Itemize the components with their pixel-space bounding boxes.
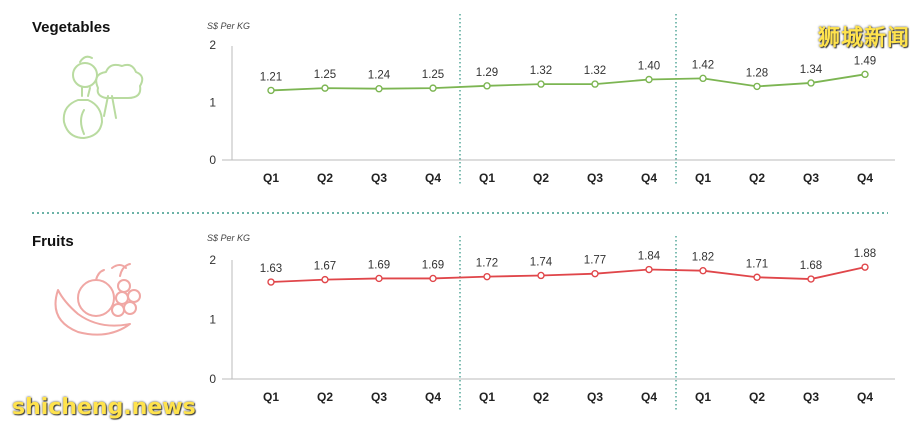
data-label: 1.42 bbox=[692, 59, 714, 71]
series-line bbox=[270, 266, 866, 283]
data-label: 1.71 bbox=[746, 258, 768, 270]
data-point bbox=[375, 274, 383, 283]
data-point bbox=[321, 84, 329, 92]
data-label: 1.21 bbox=[260, 71, 282, 83]
data-label: 1.49 bbox=[854, 55, 876, 67]
data-point bbox=[753, 82, 761, 91]
data-point bbox=[429, 84, 437, 92]
data-label: 1.74 bbox=[530, 256, 553, 268]
data-point bbox=[591, 269, 599, 278]
x-tick-label: Q3 bbox=[587, 390, 603, 404]
watermark-english: shicheng.news bbox=[12, 395, 196, 420]
y-tick-label: 1 bbox=[209, 313, 216, 327]
vegetables-icon bbox=[62, 55, 144, 139]
x-tick-label: Q1 bbox=[263, 171, 279, 185]
x-tick-label: Q1 bbox=[479, 171, 495, 185]
data-label: 1.25 bbox=[422, 69, 444, 81]
fruits-icon bbox=[54, 263, 141, 336]
data-label: 1.68 bbox=[800, 260, 822, 272]
x-tick-label: Q2 bbox=[749, 390, 765, 404]
x-tick-label: Q1 bbox=[695, 171, 711, 185]
data-point bbox=[861, 70, 869, 79]
data-point bbox=[537, 271, 545, 280]
data-label: 1.77 bbox=[584, 255, 606, 267]
y-tick-label: 0 bbox=[209, 372, 216, 386]
data-point bbox=[483, 272, 491, 281]
data-point bbox=[699, 267, 707, 275]
data-point bbox=[429, 274, 437, 283]
data-label: 1.67 bbox=[314, 261, 336, 273]
data-point bbox=[483, 82, 491, 90]
data-point bbox=[861, 263, 869, 271]
data-point bbox=[645, 75, 653, 84]
y-tick-label: 0 bbox=[209, 153, 216, 167]
data-label: 1.84 bbox=[638, 251, 661, 263]
data-point bbox=[807, 275, 815, 283]
data-label: 1.40 bbox=[638, 61, 660, 73]
x-tick-label: Q2 bbox=[749, 171, 765, 185]
data-point bbox=[753, 273, 761, 281]
x-tick-label: Q3 bbox=[587, 171, 603, 185]
series-line bbox=[270, 73, 866, 92]
x-tick-label: Q3 bbox=[803, 171, 819, 185]
x-tick-label: Q3 bbox=[803, 390, 819, 404]
data-label: 1.28 bbox=[746, 67, 768, 79]
data-label: 1.25 bbox=[314, 69, 336, 81]
x-tick-label: Q2 bbox=[317, 171, 333, 185]
x-tick-label: Q1 bbox=[695, 390, 711, 404]
fruits-title: Fruits bbox=[32, 233, 74, 250]
data-label: 1.82 bbox=[692, 252, 714, 264]
x-tick-label: Q3 bbox=[371, 390, 387, 404]
data-point bbox=[537, 80, 545, 88]
chart-0: S$ Per KG 0 1 2 Q1 Q2 Q3 Q4 Q1 Q2 Q3 Q4 Q1 Q2 Q3 Q4 1.21… bbox=[207, 14, 895, 186]
data-point bbox=[267, 86, 275, 95]
data-point bbox=[375, 84, 383, 93]
x-tick-label: Q4 bbox=[857, 390, 873, 404]
x-tick-label: Q1 bbox=[479, 390, 495, 404]
y-tick-label: 1 bbox=[209, 96, 216, 110]
data-label: 1.32 bbox=[530, 65, 552, 77]
data-point bbox=[321, 275, 329, 284]
y-tick-label: 2 bbox=[209, 253, 216, 267]
data-label: 1.63 bbox=[260, 263, 282, 275]
vegetables-title: Vegetables bbox=[32, 19, 111, 36]
x-tick-label: Q4 bbox=[857, 171, 873, 185]
data-label: 1.88 bbox=[854, 248, 876, 260]
x-tick-label: Q3 bbox=[371, 171, 387, 185]
data-label: 1.69 bbox=[368, 259, 390, 271]
data-point bbox=[267, 278, 275, 286]
data-point bbox=[699, 74, 707, 83]
data-label: 1.32 bbox=[584, 65, 606, 77]
x-tick-label: Q4 bbox=[425, 171, 441, 185]
data-label: 1.34 bbox=[800, 64, 823, 76]
data-point bbox=[807, 79, 815, 87]
data-label: 1.29 bbox=[476, 67, 498, 79]
chart-1: S$ Per KG 0 1 2 Q1 Q2 Q3 Q4 Q1 Q2 Q3 Q4 Q1 Q2 Q3 Q4 1.63… bbox=[207, 233, 895, 410]
watermark-chinese: 狮城新闻 bbox=[817, 26, 910, 51]
data-point bbox=[591, 80, 599, 88]
data-label: 1.72 bbox=[476, 258, 498, 270]
data-label: 1.69 bbox=[422, 259, 444, 271]
x-tick-label: Q4 bbox=[425, 390, 441, 404]
y-axis-label: S$ Per KG bbox=[207, 21, 250, 31]
x-tick-label: Q2 bbox=[533, 390, 549, 404]
y-tick-label: 2 bbox=[209, 38, 216, 52]
x-tick-label: Q4 bbox=[641, 171, 657, 185]
x-tick-label: Q4 bbox=[641, 390, 657, 404]
data-label: 1.24 bbox=[368, 70, 391, 82]
x-tick-label: Q2 bbox=[533, 171, 549, 185]
data-point bbox=[645, 265, 653, 274]
x-tick-label: Q1 bbox=[263, 390, 279, 404]
y-axis-label: S$ Per KG bbox=[207, 233, 250, 243]
x-tick-label: Q2 bbox=[317, 390, 333, 404]
